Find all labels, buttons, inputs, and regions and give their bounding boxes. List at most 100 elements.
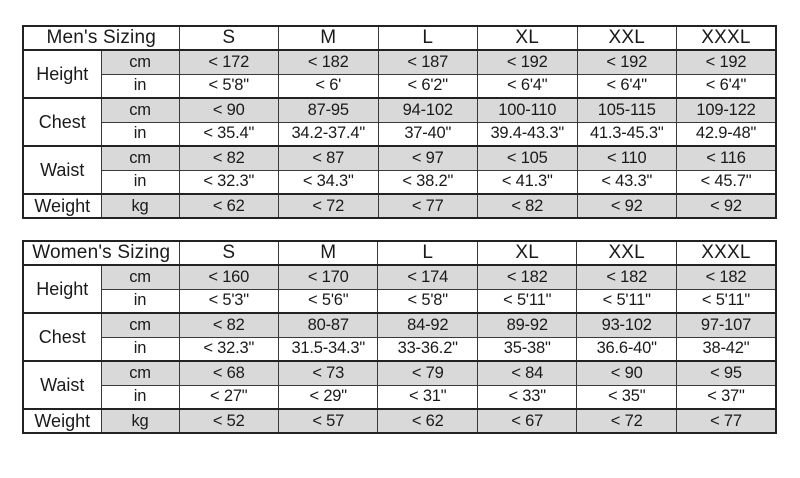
value-cell: < 92 <box>676 193 777 219</box>
value-cell: 34.2-37.4" <box>278 121 379 147</box>
unit-cell: in <box>100 336 180 362</box>
value-cell: < 174 <box>377 264 478 290</box>
unit-cell: cm <box>100 49 180 75</box>
value-cell: < 35.4" <box>178 121 279 147</box>
value-cell: 84-92 <box>377 312 478 338</box>
value-cell: < 182 <box>278 49 379 75</box>
table-row: in < 27" < 29" < 31" < 33" < 35" < 37" <box>23 384 777 410</box>
unit-cell: cm <box>100 360 180 386</box>
unit-cell: cm <box>100 145 180 171</box>
value-cell: 36.6-40" <box>576 336 677 362</box>
value-cell: < 5'8" <box>178 73 279 99</box>
size-column-header: S <box>178 25 279 51</box>
size-column-header: XL <box>477 25 578 51</box>
value-cell: < 82 <box>178 312 280 338</box>
value-cell: 31.5-34.3" <box>277 336 379 362</box>
value-cell: < 31" <box>377 384 478 410</box>
unit-cell: in <box>100 384 180 410</box>
value-cell: 94-102 <box>377 97 478 123</box>
value-cell: < 6'4" <box>576 73 677 99</box>
value-cell: 97-107 <box>675 312 777 338</box>
value-cell: < 95 <box>675 360 777 386</box>
value-cell: < 172 <box>178 49 279 75</box>
value-cell: < 6'4" <box>477 73 578 99</box>
value-cell: < 29" <box>277 384 379 410</box>
value-cell: 89-92 <box>476 312 578 338</box>
unit-cell: in <box>100 121 180 147</box>
table-row: in < 35.4" 34.2-37.4" 37-40" 39.4-43.3" 41.3-… <box>23 121 777 147</box>
measurement-label: Chest <box>22 312 102 362</box>
table-row: Waist cm < 68 < 73 < 79 < 84 < 90 < 95 <box>22 360 777 410</box>
unit-cell: in <box>100 169 180 195</box>
value-cell: < 57 <box>277 408 379 434</box>
value-cell: 33-36.2" <box>377 336 478 362</box>
value-cell: 87-95 <box>278 97 379 123</box>
value-cell: < 170 <box>277 264 379 290</box>
table-row: Chest cm < 82 80-87 84-92 89-92 93-102 97-107 <box>22 312 777 362</box>
value-cell: 109-122 <box>676 97 777 123</box>
value-cell: < 92 <box>576 193 677 219</box>
value-cell: < 192 <box>676 49 777 75</box>
table-row: Chest cm < 90 87-95 94-102 100-110 105-115 109-… <box>22 97 777 147</box>
table-row: in < 5'3" < 5'6" < 5'8" < 5'11" < 5'11" < 5'11… <box>23 288 777 314</box>
value-cell: < 182 <box>476 264 578 290</box>
value-cell: < 52 <box>178 408 280 434</box>
value-cell: < 192 <box>477 49 578 75</box>
value-cell: 35-38" <box>476 336 578 362</box>
table-title: Women's Sizing <box>22 240 180 266</box>
value-cell: < 35" <box>576 384 677 410</box>
value-cell: < 77 <box>377 193 478 219</box>
table-title: Men's Sizing <box>22 25 180 51</box>
table-row: Weight kg < 52 < 57 < 62 < 67 < 72 < 77 <box>22 408 777 434</box>
value-cell: < 5'8" <box>377 288 478 314</box>
size-column-header: XXXL <box>675 240 777 266</box>
value-cell: < 5'3" <box>178 288 280 314</box>
size-column-header: L <box>377 240 478 266</box>
value-cell: < 77 <box>675 408 777 434</box>
value-cell: 80-87 <box>277 312 379 338</box>
measurement-label: Chest <box>22 97 102 147</box>
table-row: Height cm < 160 < 170 < 174 < 182 < 182 < 182 <box>22 264 777 314</box>
value-cell: < 5'6" <box>277 288 379 314</box>
value-cell: < 38.2" <box>377 169 478 195</box>
size-column-header: M <box>278 25 379 51</box>
value-cell: < 32.3" <box>178 169 279 195</box>
value-cell: 38-42" <box>675 336 777 362</box>
measurement-label: Weight <box>22 193 102 219</box>
value-cell: < 187 <box>377 49 478 75</box>
value-cell: < 73 <box>277 360 379 386</box>
value-cell: < 97 <box>377 145 478 171</box>
value-cell: < 27" <box>178 384 280 410</box>
table-row: in < 5'8" < 6' < 6'2" < 6'4" < 6'4" < 6'4" <box>23 73 777 99</box>
value-cell: < 182 <box>576 264 677 290</box>
value-cell: 39.4-43.3" <box>477 121 578 147</box>
table-row: Waist cm < 82 < 87 < 97 < 105 < 110 < 116 <box>22 145 777 195</box>
value-cell: < 68 <box>178 360 280 386</box>
value-cell: < 41.3" <box>477 169 578 195</box>
table-row: Height cm < 172 < 182 < 187 < 192 < 192 < 192 <box>22 49 777 99</box>
size-column-header: XXXL <box>676 25 777 51</box>
value-cell: < 62 <box>178 193 279 219</box>
unit-cell: kg <box>100 193 180 219</box>
table-row: Weight kg < 62 < 72 < 77 < 82 < 92 < 92 <box>22 193 777 219</box>
unit-cell: cm <box>100 97 180 123</box>
value-cell: < 5'11" <box>476 288 578 314</box>
size-column-header: L <box>377 25 478 51</box>
value-cell: < 32.3" <box>178 336 280 362</box>
unit-cell: cm <box>100 312 180 338</box>
value-cell: < 82 <box>477 193 578 219</box>
table-row: in < 32.3" < 34.3" < 38.2" < 41.3" < 43.3" < 4… <box>23 169 777 195</box>
measurement-label: Height <box>22 49 102 99</box>
value-cell: < 6' <box>278 73 379 99</box>
header-row: Men's Sizing S M L XL XXL XXXL <box>22 25 777 51</box>
value-cell: 41.3-45.3" <box>576 121 677 147</box>
value-cell: < 182 <box>675 264 777 290</box>
table-row: in < 32.3" 31.5-34.3" 33-36.2" 35-38" 36.6-40… <box>23 336 777 362</box>
size-chart-page: Men's Sizing S M L XL XXL XXXL Height cm < 172 < … <box>22 25 777 434</box>
value-cell: < 72 <box>576 408 677 434</box>
value-cell: < 43.3" <box>576 169 677 195</box>
womens-sizing-table: Women's Sizing S M L XL XXL XXXL Height cm < 160… <box>22 240 777 434</box>
value-cell: 93-102 <box>576 312 677 338</box>
value-cell: 105-115 <box>576 97 677 123</box>
mens-sizing-table: Men's Sizing S M L XL XXL XXXL Height cm < 172 < … <box>22 25 777 219</box>
